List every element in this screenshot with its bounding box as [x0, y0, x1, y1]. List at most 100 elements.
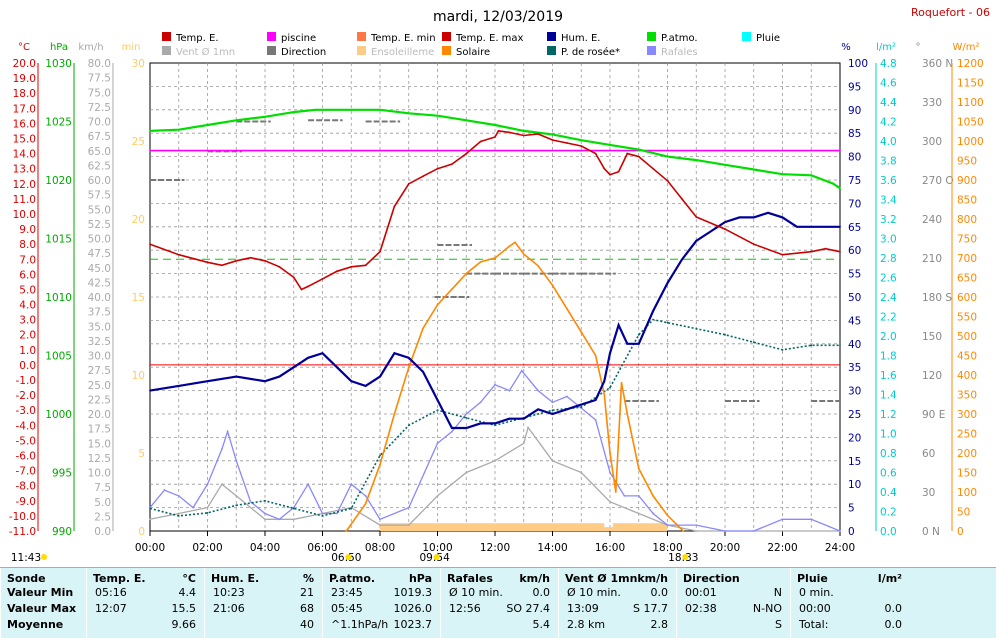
x-tick-label: 24:00: [825, 542, 855, 554]
axis-tick-dir: 150: [922, 331, 942, 343]
axis-tick-hum: 40: [848, 339, 861, 351]
series-temp-e-point: [479, 140, 482, 143]
series-rafales-point: [407, 506, 410, 509]
summary-cell-value: SO 27.4: [506, 602, 550, 615]
axis-tick-sun: 25: [132, 136, 145, 148]
axis-tick-solar: 850: [957, 195, 977, 207]
series-rafales-point: [278, 518, 281, 521]
axis-tick-rain: 3.0: [880, 234, 897, 246]
series-p-atmo-point: [436, 114, 439, 117]
axis-tick-hum: 35: [848, 362, 861, 374]
axis-tick-press: 990: [52, 526, 72, 538]
axis-tick-hum: 75: [848, 175, 861, 187]
series-hum-e-point: [393, 352, 396, 355]
series-p-atmo-point: [810, 174, 813, 177]
series-solaire-point: [537, 264, 540, 267]
series-p-atmo-point: [235, 119, 238, 122]
summary-col-1: Temp. E. °C 05:16 4.4 12:07 15.5 9.66: [86, 568, 204, 638]
axis-tick-press: 995: [52, 468, 72, 480]
series-solaire-point: [626, 413, 629, 415]
summary-col-5: Vent Ø 1mn km/h Ø 10 min. 0.0 13:09 S 17.7 2.8…: [558, 568, 676, 638]
series-hum-e-point: [235, 375, 238, 378]
summary-row-label: Moyenne: [7, 618, 64, 631]
series-temp-e-point: [379, 250, 381, 253]
series-rafales-point: [781, 518, 784, 521]
series-solaire-point: [393, 413, 396, 415]
axis-tick-temp: 7.0: [19, 254, 36, 266]
series-temp-e-point: [839, 250, 841, 253]
x-tick-label: 10:00: [422, 542, 452, 554]
legend-swatch: [357, 32, 366, 41]
series-p-de-ros-e-point: [177, 515, 180, 517]
series-p-atmo-point: [752, 168, 755, 171]
axis-unit-rain: l/m²: [876, 42, 896, 53]
axis-tick-rain: 1.4: [880, 390, 897, 402]
series-temp-e-point: [551, 139, 554, 141]
series-rafales-point: [226, 430, 229, 433]
series-hum-e-point: [810, 225, 813, 228]
series-p-atmo-point: [494, 124, 496, 126]
series-temp-e-point: [220, 264, 223, 267]
series-temp-e-point: [603, 167, 606, 170]
summary-cell-value: 0.0: [884, 618, 903, 631]
legend-label: Solaire: [456, 47, 490, 58]
series-p-atmo-point: [314, 108, 317, 111]
series-hum-e-point: [839, 225, 841, 228]
legend-label: piscine: [281, 33, 316, 44]
axis-tick-solar: 950: [957, 156, 977, 168]
x-tick-label: 16:00: [595, 542, 625, 554]
axis-tick-temp: 13.0: [13, 164, 36, 176]
series-rafales-point: [565, 395, 568, 398]
axis-tick-temp: -11.0: [9, 526, 36, 538]
series-p-de-ros-e-point: [580, 406, 583, 409]
series-hum-e-point: [680, 258, 683, 261]
series-temp-e-point: [206, 261, 209, 264]
series-rafales-point: [264, 512, 266, 515]
series-p-atmo-point: [666, 155, 669, 158]
axis-tick-temp: 9.0: [19, 224, 36, 236]
series-piscine-point: [839, 149, 841, 152]
series-hum-e-point: [292, 366, 295, 369]
series-p-de-ros-e-point: [149, 507, 151, 510]
series-p-atmo-point: [350, 108, 353, 111]
series-hum-e-point: [626, 342, 629, 345]
series-temp-e-point: [580, 145, 583, 147]
series-p-atmo-point: [522, 129, 525, 132]
axis-tick-dir: 300: [922, 136, 942, 148]
axis-tick-dir: 360 N: [922, 58, 953, 70]
axis-tick-wind: 15.0: [88, 438, 111, 450]
series-solaire-point: [603, 393, 606, 396]
summary-cell-value: 5.4: [532, 618, 551, 631]
series-solaire-point: [379, 463, 381, 466]
series-hum-e-point: [422, 370, 425, 373]
legend-swatch: [547, 46, 556, 55]
series-rafales-point: [192, 506, 195, 509]
series-temp-e-point: [752, 243, 755, 246]
summary-table: Sonde Valeur Min Valeur Max Moyenne Temp. E.…: [0, 567, 996, 638]
summary-cell-time: 05:16: [95, 586, 127, 599]
axis-tick-wind: 57.5: [88, 190, 111, 202]
axis-tick-temp: 15.0: [13, 133, 36, 145]
series-p-atmo-point: [637, 148, 640, 151]
summary-cell-time: 13:09: [567, 602, 599, 615]
series-p-de-ros-e-point: [235, 504, 238, 507]
axis-tick-sun: 15: [132, 292, 145, 304]
axis-tick-rain: 4.4: [880, 97, 897, 109]
series-temp-e-point: [393, 205, 396, 208]
axis-tick-solar: 1150: [957, 78, 984, 90]
x-tick-label: 00:00: [135, 542, 165, 554]
axis-tick-rain: 4.2: [880, 117, 897, 129]
weather-chart: Temp. E. piscine Temp. E. min Temp. E. max H…: [9, 6, 990, 564]
series-rafales-point: [249, 500, 252, 503]
series-vent-1mn-point: [379, 524, 381, 527]
axis-tick-wind: 5.0: [94, 497, 111, 509]
axis-tick-wind: 70.0: [88, 117, 111, 129]
series-p-de-ros-e-point: [379, 454, 381, 457]
axis-tick-temp: -3.0: [16, 405, 37, 417]
axis-tick-sun: 5: [138, 448, 145, 460]
series-rafales-point: [220, 448, 223, 450]
series-p-atmo-point: [292, 111, 295, 114]
series-hum-e-point: [724, 221, 726, 224]
axis-tick-hum: 50: [848, 292, 861, 304]
legend-swatch: [442, 46, 451, 55]
